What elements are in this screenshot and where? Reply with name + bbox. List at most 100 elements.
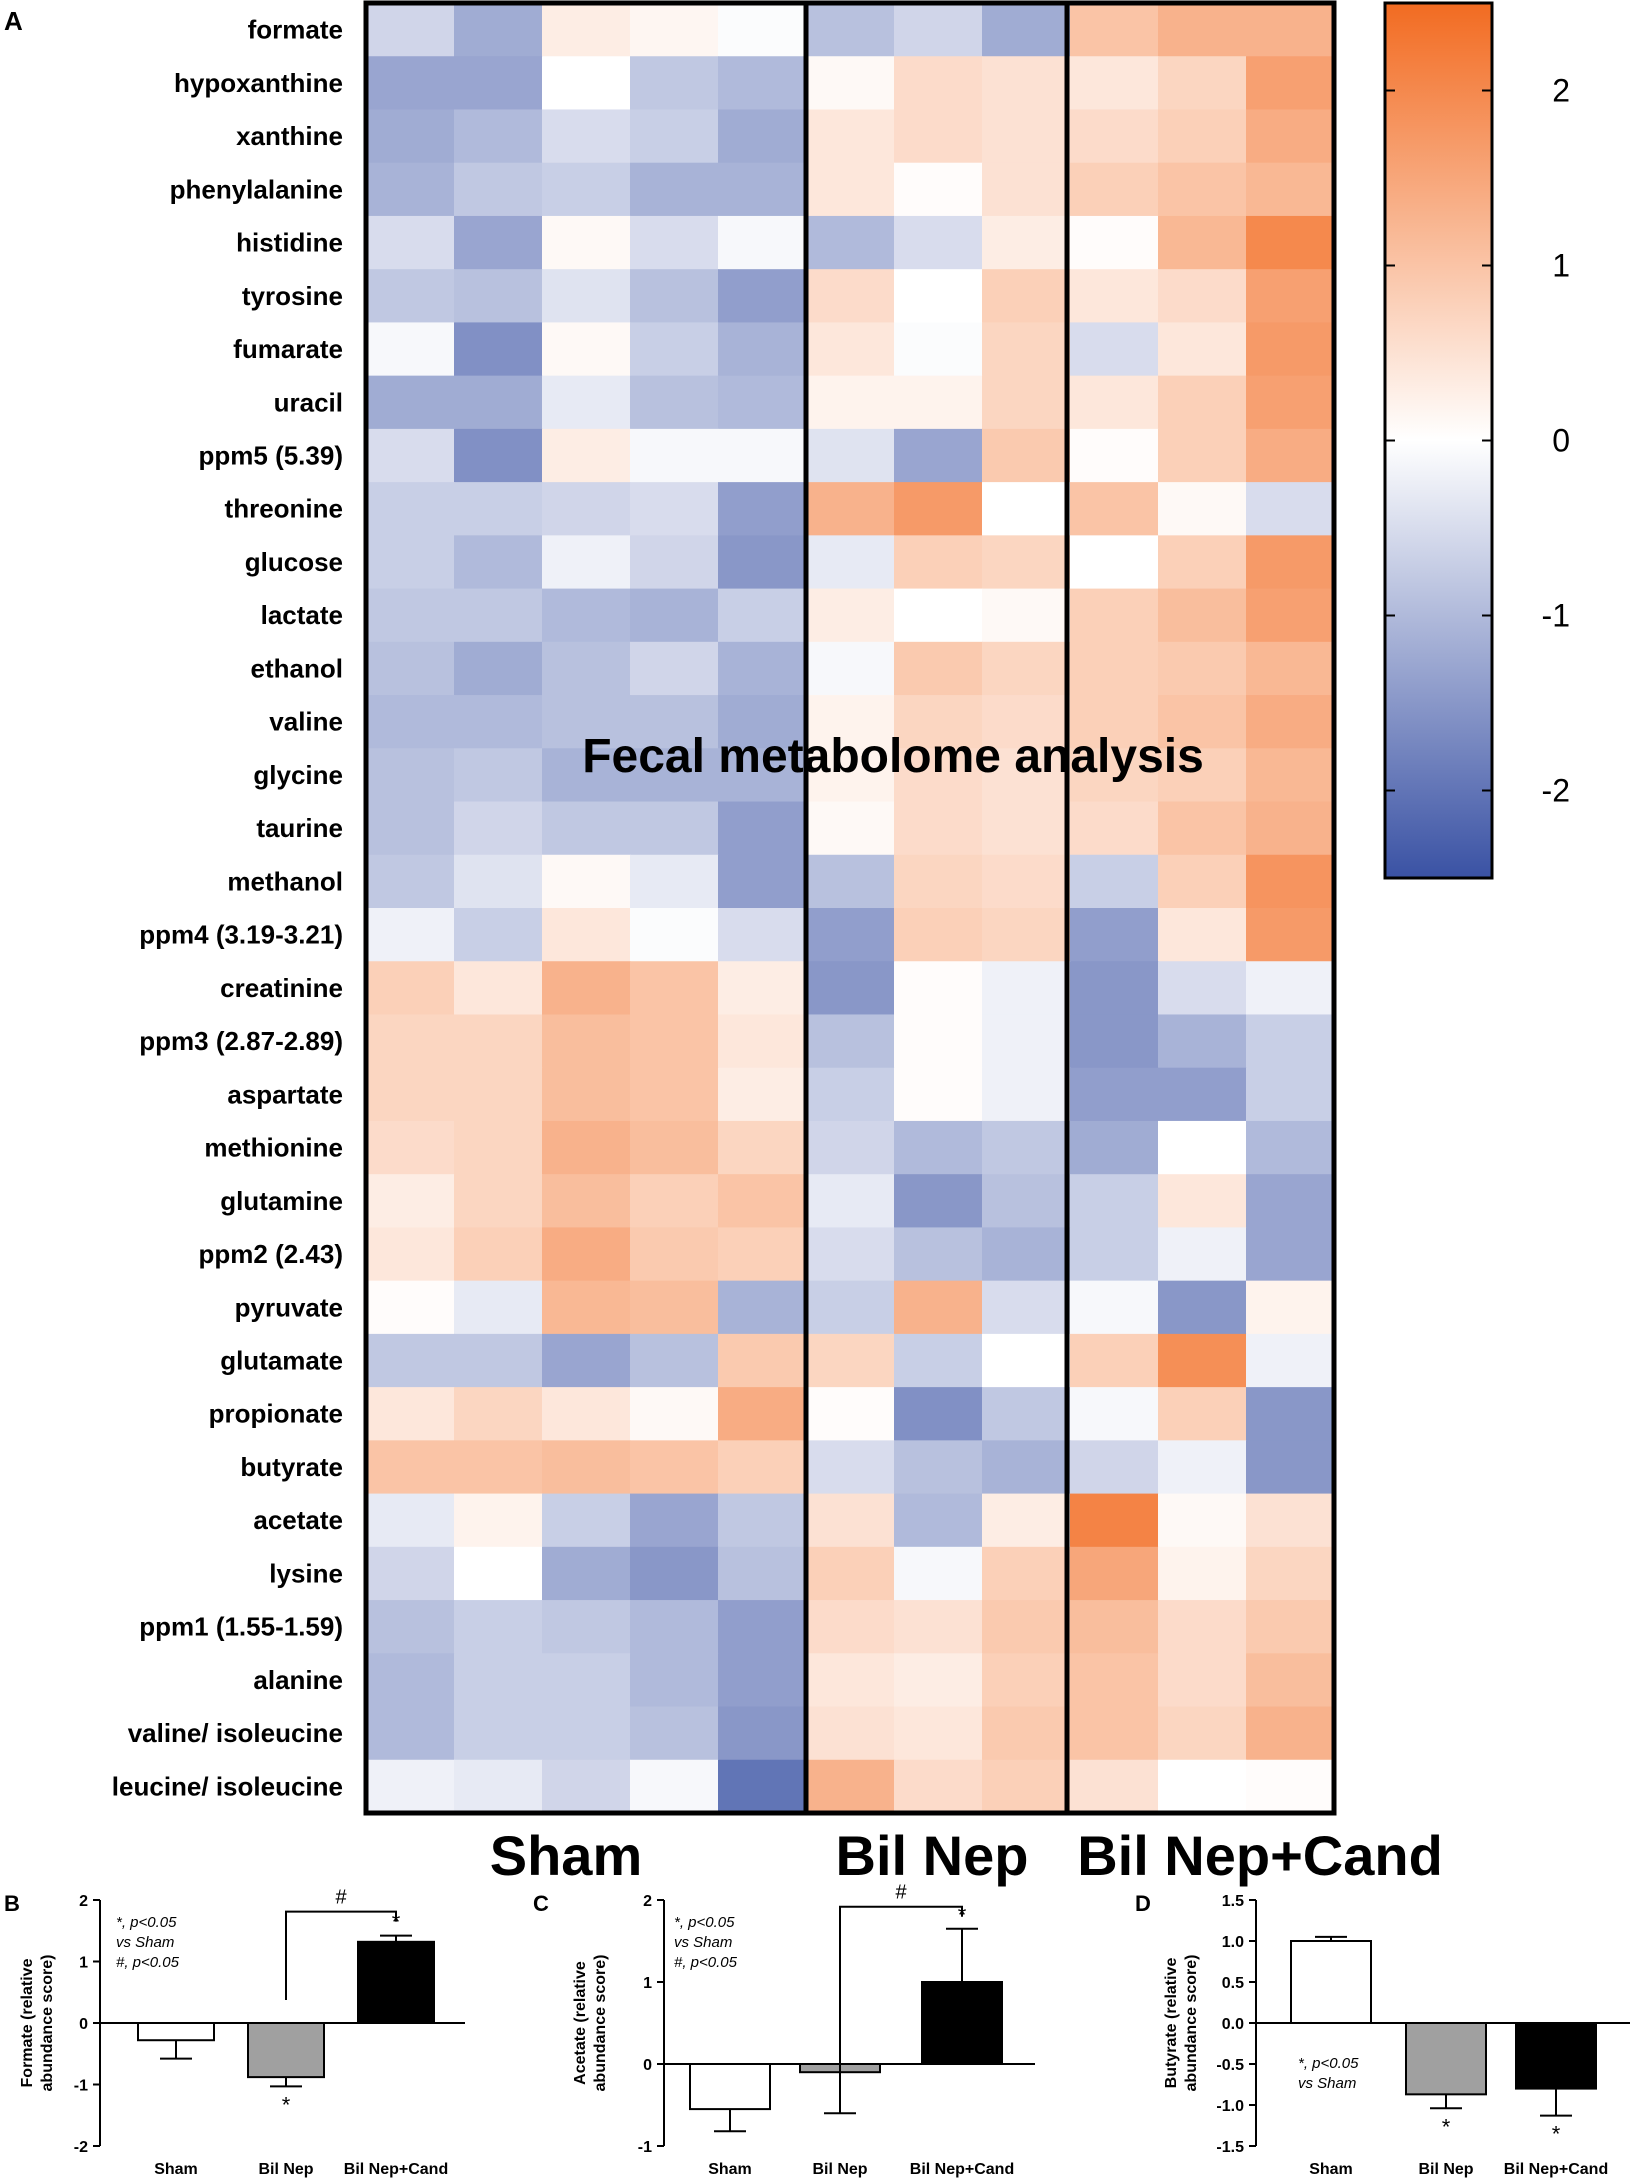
cell-ppm4-3-19-3-21-bil-nep-cand-3 [1246, 908, 1335, 962]
cell-phenylalanine-bil-nep-2 [894, 162, 983, 217]
cell-fumarate-bil-nep-3 [982, 322, 1071, 377]
cell-glycine-sham-3 [542, 748, 631, 803]
cell-valine-isoleucine-sham-4 [630, 1706, 719, 1761]
bar-d-bil-nep-cand [1515, 2022, 1597, 2090]
cell-xanthine-sham-4 [630, 109, 719, 164]
significance-star-d-bil-nep: * [1442, 2114, 1451, 2139]
cell-threonine-sham-5 [718, 482, 807, 536]
cell-hypoxanthine-sham-4 [630, 56, 719, 111]
x-tick-label-c-sham: Sham [708, 2161, 752, 2178]
bar-d-sham [1290, 1940, 1372, 2024]
cell-taurine-bil-nep-2 [894, 801, 983, 856]
panel-c-acetate: C -1 0 1 2 Acetate (relative abundance score)… [533, 1882, 1035, 2178]
cell-uracil-bil-nep-cand-2 [1158, 375, 1247, 430]
note-d-2: vs Sham [1298, 2075, 1356, 2092]
cell-phenylalanine-sham-1 [366, 162, 455, 217]
cell-glutamate-sham-2 [454, 1333, 543, 1388]
cell-ppm4-3-19-3-21-bil-nep-2 [894, 908, 983, 962]
note-b-1: *, p<0.05 [116, 1914, 177, 1931]
significance-star-b-bil-nep: * [282, 2092, 291, 2117]
cell-glutamine-sham-4 [630, 1174, 719, 1229]
cell-lysine-sham-4 [630, 1546, 719, 1601]
cell-ppm1-1-55-1-59-bil-nep-cand-3 [1246, 1600, 1335, 1654]
cell-hypoxanthine-sham-3 [542, 56, 631, 111]
bar-b-sham [137, 2022, 215, 2042]
note-b-2: vs Sham [116, 1934, 174, 1951]
cell-histidine-bil-nep-1 [806, 215, 895, 270]
panel-label-a: A [4, 6, 23, 36]
cell-alanine-sham-5 [718, 1653, 807, 1708]
cell-xanthine-bil-nep-cand-3 [1246, 109, 1335, 164]
cell-ppm1-1-55-1-59-bil-nep-1 [806, 1600, 895, 1654]
cell-pyruvate-sham-4 [630, 1280, 719, 1335]
cell-methanol-bil-nep-cand-3 [1246, 854, 1335, 909]
cell-threonine-sham-1 [366, 482, 455, 536]
cell-valine-bil-nep-2 [894, 695, 983, 749]
cell-xanthine-sham-3 [542, 109, 631, 164]
cell-uracil-bil-nep-2 [894, 375, 983, 430]
cell-creatinine-bil-nep-2 [894, 961, 983, 1016]
cell-ppm2-2-43-bil-nep-1 [806, 1227, 895, 1282]
cell-xanthine-sham-5 [718, 109, 807, 164]
heatmap-frame [363, 0, 1337, 1816]
significance-bracket-c [839, 1905, 963, 2085]
cell-aspartate-sham-5 [718, 1067, 807, 1122]
y-axis-label-line1-c: Acetate (relative [572, 1961, 589, 2085]
cell-lysine-bil-nep-2 [894, 1546, 983, 1601]
cell-ppm5-5-39-sham-5 [718, 428, 807, 483]
cell-creatinine-bil-nep-cand-1 [1070, 961, 1159, 1016]
cell-propionate-sham-5 [718, 1387, 807, 1441]
y-tick-label-b-0: 0 [79, 2016, 88, 2033]
cell-ppm4-3-19-3-21-bil-nep-cand-2 [1158, 908, 1247, 962]
cell-pyruvate-bil-nep-2 [894, 1280, 983, 1335]
cell-formate-sham-4 [630, 3, 719, 57]
y-tick-label-c-2: 2 [643, 1893, 652, 1910]
cell-ppm3-2-87-2-89-sham-1 [366, 1014, 455, 1069]
colorbar-tick-label-1: 1 [1552, 248, 1570, 284]
cell-glutamine-bil-nep-1 [806, 1174, 895, 1229]
y-axis-label-line1-b: Formate (relative [19, 1958, 36, 2087]
colorbar-ticks: 2 1 0 -1 -2 [1385, 73, 1570, 809]
note-d-1: *, p<0.05 [1298, 2055, 1359, 2072]
y-tick-label-d-0-0: 0.0 [1222, 2016, 1244, 2033]
row-label-methanol: methanol [227, 866, 343, 896]
cell-glutamate-sham-5 [718, 1333, 807, 1388]
cell-formate-sham-1 [366, 3, 455, 57]
cell-ppm4-3-19-3-21-bil-nep-3 [982, 908, 1071, 962]
cell-ppm1-1-55-1-59-bil-nep-cand-2 [1158, 1600, 1247, 1654]
significance-star-d-bil-nep-cand: * [1552, 2122, 1561, 2147]
cell-phenylalanine-bil-nep-cand-2 [1158, 162, 1247, 217]
cell-phenylalanine-sham-5 [718, 162, 807, 217]
cell-hypoxanthine-bil-nep-cand-1 [1070, 56, 1159, 111]
cell-leucine-isoleucine-sham-1 [366, 1759, 455, 1814]
row-label-glycine: glycine [253, 760, 343, 790]
cell-ppm3-2-87-2-89-bil-nep-cand-1 [1070, 1014, 1159, 1069]
x-tick-label-b-sham: Sham [154, 2161, 198, 2178]
x-tick-label-c-bil-nep-cand: Bil Nep+Cand [910, 2161, 1014, 2178]
cell-butyrate-sham-4 [630, 1440, 719, 1495]
cell-tyrosine-bil-nep-1 [806, 269, 895, 324]
row-label-ethanol: ethanol [251, 653, 343, 683]
cell-xanthine-sham-1 [366, 109, 455, 164]
cell-formate-bil-nep-cand-1 [1070, 3, 1159, 57]
cell-xanthine-bil-nep-1 [806, 109, 895, 164]
cell-methionine-sham-3 [542, 1120, 631, 1175]
cell-glutamate-bil-nep-2 [894, 1333, 983, 1388]
cell-ppm1-1-55-1-59-sham-2 [454, 1600, 543, 1654]
cell-lysine-sham-2 [454, 1546, 543, 1601]
cell-ppm5-5-39-sham-1 [366, 428, 455, 483]
cell-leucine-isoleucine-bil-nep-1 [806, 1759, 895, 1814]
cell-methanol-sham-2 [454, 854, 543, 909]
cell-glutamate-bil-nep-cand-2 [1158, 1333, 1247, 1388]
cell-ppm1-1-55-1-59-sham-3 [542, 1600, 631, 1654]
cell-alanine-bil-nep-cand-3 [1246, 1653, 1335, 1708]
cell-acetate-bil-nep-cand-2 [1158, 1493, 1247, 1548]
cell-methanol-bil-nep-1 [806, 854, 895, 909]
cell-xanthine-bil-nep-cand-2 [1158, 109, 1247, 164]
cell-glucose-bil-nep-1 [806, 535, 895, 590]
cell-creatinine-sham-5 [718, 961, 807, 1016]
panel-label-b: B [4, 1891, 20, 1916]
cell-acetate-sham-2 [454, 1493, 543, 1548]
cell-lactate-sham-3 [542, 588, 631, 643]
cell-valine-sham-5 [718, 695, 807, 749]
